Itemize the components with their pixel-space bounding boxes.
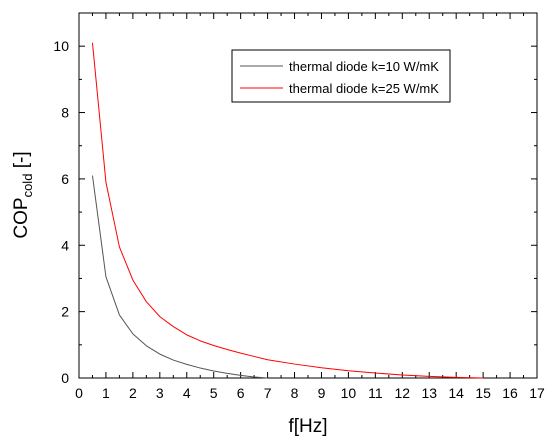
y-tick-label: 8	[61, 105, 69, 121]
series-layer	[91, 42, 484, 379]
y-axis-label: COPcold [-]	[11, 151, 35, 238]
y-tick-label: 2	[61, 304, 69, 320]
x-tick-label: 4	[183, 385, 191, 401]
x-tick-label: 9	[318, 385, 326, 401]
x-tick-label: 17	[529, 385, 545, 401]
x-tick-label: 2	[129, 385, 137, 401]
y-tick-label: 10	[53, 38, 69, 54]
x-tick-label: 3	[156, 385, 164, 401]
y-axis-label-main: COP	[11, 197, 32, 238]
x-tick-label: 11	[368, 385, 383, 401]
y-tick-label: 0	[61, 370, 69, 386]
x-tick-label: 16	[502, 385, 518, 401]
x-tick-label: 5	[210, 385, 218, 401]
y-axis-ticks: 0 2 4 6 8 10	[53, 38, 537, 386]
x-tick-label: 6	[237, 385, 245, 401]
x-tick-label: 14	[448, 385, 464, 401]
y-tick-label: 4	[61, 237, 69, 253]
legend-label-series-2: thermal diode k=25 W/mK	[289, 81, 439, 96]
x-tick-label: 13	[421, 385, 437, 401]
series-line-1	[91, 175, 268, 379]
legend: thermal diode k=10 W/mK thermal diode k=…	[231, 49, 451, 103]
x-tick-label: 7	[264, 385, 272, 401]
legend-box	[231, 49, 451, 103]
x-tick-label: 8	[291, 385, 299, 401]
y-tick-label: 6	[61, 171, 69, 187]
x-axis-label: f[Hz]	[288, 416, 327, 437]
x-tick-label: 12	[395, 385, 411, 401]
x-tick-label: 0	[75, 385, 83, 401]
x-axis-ticks: 0 1 2 3 4 5 6 7 8 9 10 11 12 13 14 15 16 17	[75, 13, 545, 401]
x-tick-label: 1	[102, 385, 110, 401]
y-axis-label-suffix: [-]	[11, 151, 32, 173]
series-line-2	[91, 42, 484, 379]
y-axis-label-subscript: cold	[20, 174, 35, 198]
x-tick-label: 15	[475, 385, 491, 401]
legend-label-series-1: thermal diode k=10 W/mK	[289, 59, 439, 74]
x-tick-label: 10	[341, 385, 357, 401]
